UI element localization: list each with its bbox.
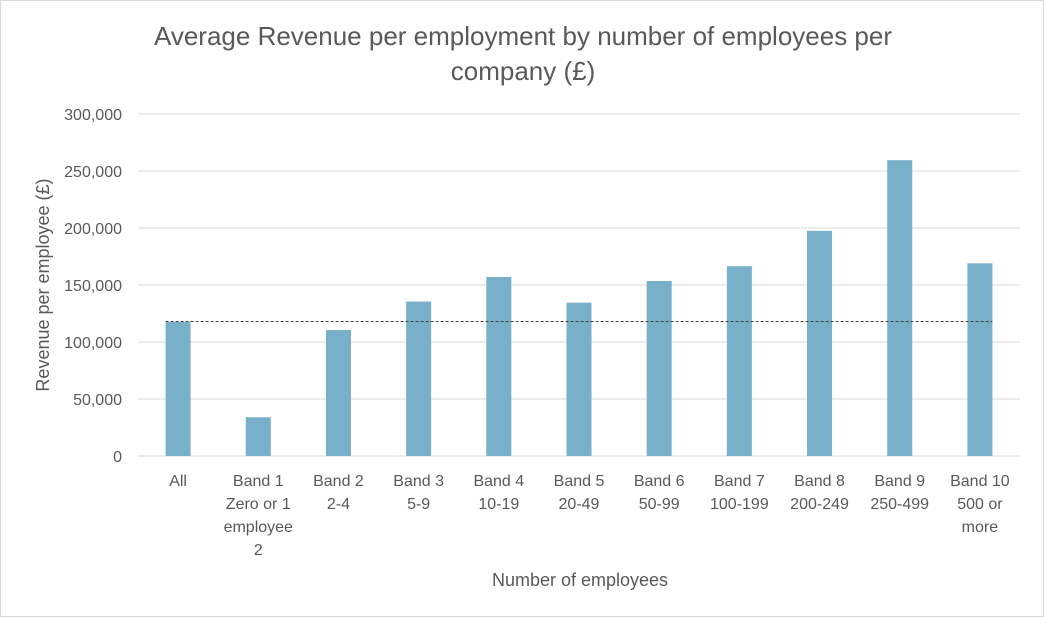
y-tick-label: 0 — [113, 449, 122, 466]
y-tick-label: 250,000 — [64, 164, 122, 181]
y-tick-label: 300,000 — [64, 107, 122, 124]
x-tick-label: Band 3 5-9 — [393, 473, 444, 513]
bar — [726, 266, 752, 456]
y-axis-ticks: 0 50,000 100,000 150,000 200,000 250,000 300,0… — [64, 107, 122, 466]
x-tick-label: Band 2 2-4 — [313, 473, 364, 513]
bars — [165, 160, 993, 457]
bar — [245, 417, 271, 456]
x-tick-label: Band 4 10-19 — [473, 473, 524, 513]
y-axis-title: Revenue per employee (£) — [33, 178, 53, 391]
chart-title-line-2: company (£) — [451, 56, 596, 86]
y-tick-label: 100,000 — [64, 335, 122, 352]
x-tick-label: Band 9 250-499 — [870, 473, 929, 513]
x-tick-label: Band 10 500 or more — [950, 473, 1010, 536]
y-tick-label: 150,000 — [64, 278, 122, 295]
bar — [887, 160, 913, 457]
bar — [807, 230, 833, 456]
x-tick-label: Band 8 200-249 — [790, 473, 849, 513]
y-tick-label: 50,000 — [73, 392, 122, 409]
bar — [406, 301, 432, 456]
bar — [165, 322, 191, 456]
y-tick-label: 200,000 — [64, 221, 122, 238]
x-tick-label: Band 7 100-199 — [710, 473, 769, 513]
bar — [566, 302, 592, 456]
x-tick-label: Band 1 Zero or 1 employee 2 — [224, 473, 293, 559]
x-axis-ticks: All Band 1 Zero or 1 employee 2 Band 2 2-4 Band… — [169, 473, 1010, 559]
chart-title-line-1: Average Revenue per employment by number… — [154, 21, 892, 51]
x-tick-label: All — [169, 473, 187, 490]
bar — [967, 263, 993, 456]
x-tick-label: Band 5 20-49 — [554, 473, 605, 513]
bar — [325, 330, 351, 456]
bar — [486, 277, 512, 456]
x-axis-title: Number of employees — [492, 570, 668, 590]
bar — [646, 281, 672, 456]
x-tick-label: Band 6 50-99 — [634, 473, 685, 513]
